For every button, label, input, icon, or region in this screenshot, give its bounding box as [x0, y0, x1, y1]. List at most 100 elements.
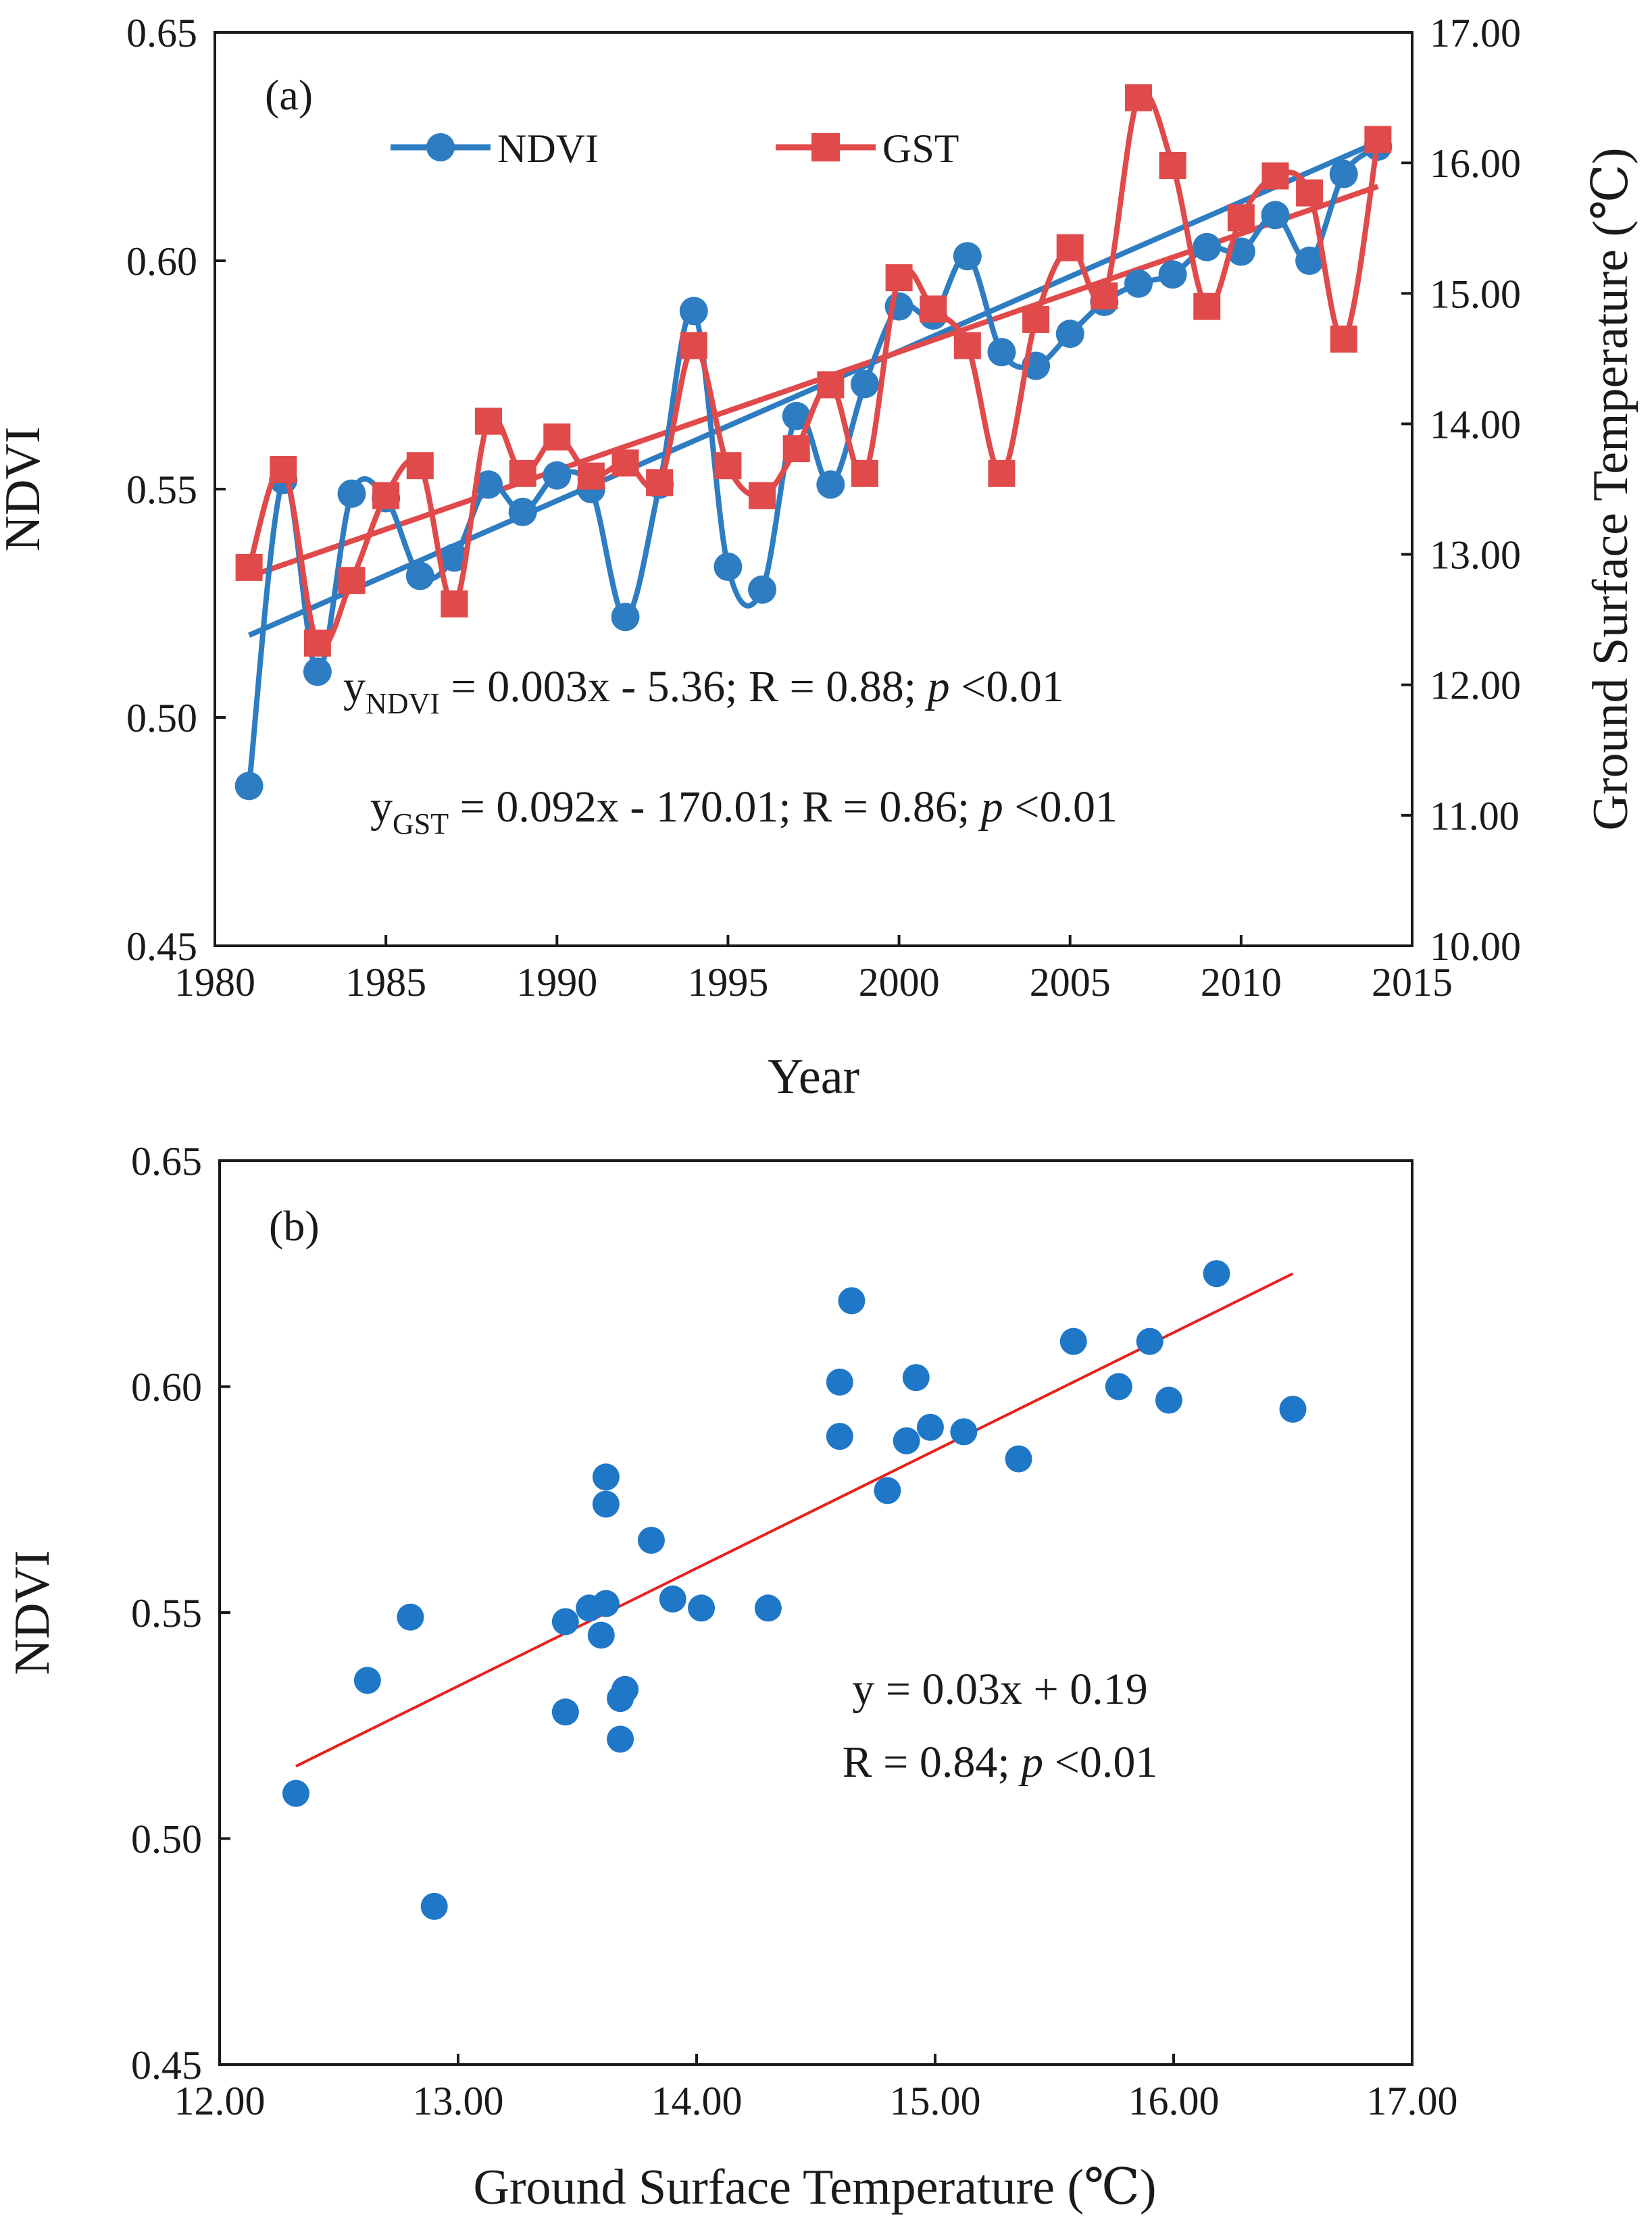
- panel-b-ticks: [218, 1159, 1413, 2066]
- equation-ndvi: yNDVI = 0.003x - 5.36; R = 0.88; p <0.01: [343, 662, 1064, 720]
- ndvi-data-point: [816, 470, 845, 499]
- scatter-point: [950, 1418, 978, 1446]
- gst-data-point: [406, 452, 434, 480]
- y-tick-label: 0.45: [126, 924, 197, 969]
- x-tick-label: 1985: [345, 960, 426, 1005]
- equation-gst-lhs: y: [370, 782, 393, 832]
- scatter-point: [902, 1364, 930, 1392]
- scatter-point: [592, 1590, 620, 1617]
- scatter-point: [1136, 1327, 1163, 1355]
- x-tick-label: 13.00: [413, 2079, 504, 2123]
- panel-a-x-axis-title: Year: [768, 1049, 859, 1105]
- x-tick-label: 2010: [1201, 960, 1282, 1005]
- panel-b-label: (b): [269, 1202, 320, 1250]
- ndvi-data-point: [303, 657, 332, 686]
- scatter-point: [826, 1423, 853, 1450]
- y2-tick-label: 16.00: [1430, 141, 1521, 186]
- ndvi-data-point: [1261, 201, 1290, 230]
- scatter-equation-r: R = 0.84;: [843, 1738, 1022, 1787]
- gst-data-point: [1261, 162, 1289, 190]
- legend-gst-marker: [811, 133, 840, 161]
- gst-data-point: [885, 264, 913, 292]
- y-tick-label: 0.55: [131, 1591, 202, 1636]
- gst-data-point: [1364, 126, 1392, 153]
- scatter-point: [1203, 1260, 1230, 1288]
- ndvi-data-point: [611, 603, 640, 632]
- legend-gst-label: GST: [882, 126, 959, 171]
- gst-data-point: [372, 482, 400, 509]
- gst-data-point: [714, 452, 742, 480]
- scatter-point: [826, 1368, 853, 1396]
- y2-tick-label: 11.00: [1430, 794, 1520, 838]
- scatter-point: [587, 1621, 615, 1649]
- ndvi-data-point: [987, 338, 1016, 367]
- ndvi-data-point: [1193, 232, 1222, 261]
- scatter-point: [754, 1594, 782, 1622]
- ndvi-data-point: [337, 479, 366, 508]
- ndvi-data-point: [440, 543, 469, 572]
- gst-data-point: [338, 567, 366, 595]
- x-tick-label: 17.00: [1367, 2079, 1458, 2123]
- scatter-point: [551, 1698, 579, 1726]
- gst-data-point: [611, 449, 639, 477]
- gst-data-point: [988, 459, 1016, 487]
- scatter-point: [1005, 1445, 1032, 1473]
- panel-a-y-axis-title: NDVI: [0, 427, 51, 552]
- ndvi-data-point: [508, 497, 537, 526]
- scatter-point: [1155, 1386, 1182, 1414]
- scatter-point: [1059, 1327, 1087, 1355]
- equation-gst-tail: <0.01: [1003, 782, 1118, 832]
- ndvi-data-point: [782, 401, 811, 430]
- y2-tick-label: 10.00: [1430, 924, 1521, 969]
- gst-data-point: [1296, 179, 1324, 207]
- gst-data-point: [577, 462, 605, 490]
- x-tick-label: 1990: [516, 960, 597, 1005]
- scatter-point: [916, 1413, 944, 1441]
- legend-ndvi-label: NDVI: [497, 126, 599, 171]
- equation-gst-p: p: [978, 782, 1003, 832]
- panel-a-x-tick-labels: 1980 1985 1990 1995 2000 2005 2010 2015: [174, 960, 1453, 1005]
- y-tick-label: 0.65: [126, 11, 197, 55]
- ndvi-data-point: [474, 470, 503, 499]
- ndvi-data-point: [953, 242, 982, 271]
- ndvi-data-point: [850, 370, 879, 399]
- y-tick-label: 0.45: [131, 2043, 202, 2088]
- scatter-point: [1105, 1373, 1132, 1400]
- gst-series-line: [246, 90, 1381, 650]
- y2-tick-label: 12.00: [1430, 663, 1521, 708]
- panel-a-line-chart: 0.45 0.50 0.55 0.60 0.65 10.00 11.00 12.00 13.0…: [0, 11, 1638, 1105]
- x-tick-label: 2000: [859, 960, 940, 1005]
- equation-ndvi-p: p: [925, 662, 950, 711]
- x-tick-label: 12.00: [174, 2079, 266, 2123]
- panel-b-scatter-chart: 0.45 0.50 0.55 0.60 0.65 12.00 13.00 14.00 15.0…: [5, 1139, 1458, 2215]
- y2-tick-label: 13.00: [1430, 533, 1521, 578]
- scatter-equation-line1: y = 0.03x + 0.19: [852, 1665, 1147, 1714]
- ndvi-data-point: [679, 297, 708, 326]
- legend-ndvi-marker: [426, 133, 455, 161]
- scatter-point: [353, 1667, 381, 1694]
- x-tick-label: 14.00: [651, 2079, 743, 2123]
- equation-gst-subscript: GST: [393, 807, 449, 840]
- gst-data-point: [851, 459, 878, 487]
- scatter-point: [607, 1725, 634, 1753]
- panel-a-trend-lines: [248, 139, 1379, 638]
- y-tick-label: 0.50: [131, 1817, 202, 1862]
- ndvi-data-point: [405, 561, 434, 590]
- scatter-point: [551, 1608, 579, 1636]
- panel-a-label: (a): [265, 71, 313, 119]
- gst-data-point: [509, 459, 536, 487]
- panel-b-y-axis-title: NDVI: [5, 1550, 60, 1675]
- y-tick-label: 0.50: [126, 696, 197, 740]
- ndvi-data-point: [1124, 269, 1153, 298]
- scatter-equation-line2: R = 0.84; p <0.01: [843, 1738, 1158, 1787]
- x-tick-label: 2005: [1030, 960, 1111, 1005]
- x-tick-label: 1980: [174, 960, 255, 1005]
- gst-data-point: [782, 435, 810, 463]
- gst-data-point: [441, 590, 468, 617]
- scatter-point: [874, 1477, 901, 1504]
- scatter-point: [592, 1490, 620, 1518]
- gst-data-point: [1124, 84, 1152, 111]
- equation-ndvi-subscript: NDVI: [366, 687, 440, 720]
- equation-ndvi-body: = 0.003x - 5.36; R = 0.88;: [440, 662, 928, 711]
